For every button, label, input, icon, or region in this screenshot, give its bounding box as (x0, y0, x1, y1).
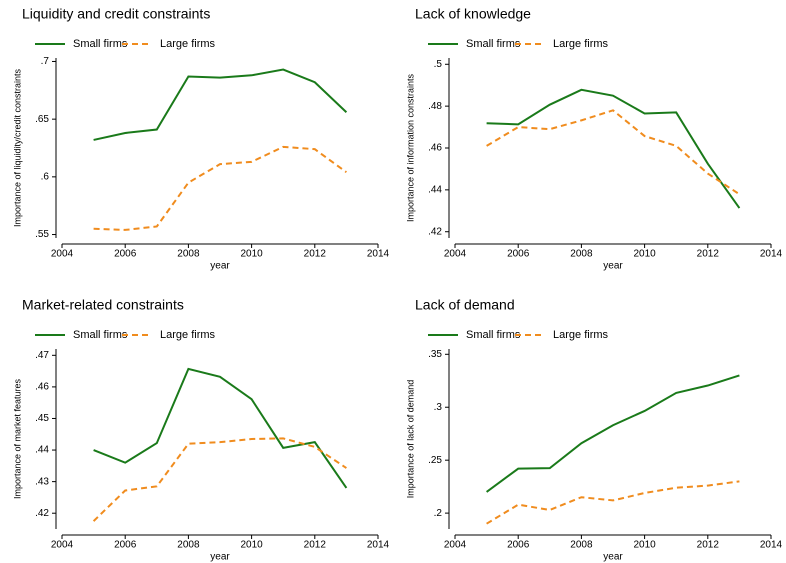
x-axis-label: year (210, 552, 230, 563)
legend-label: Small firms (73, 38, 128, 50)
y-tick-label: .2 (434, 508, 443, 519)
y-tick-label: .35 (428, 349, 442, 360)
y-axis-label: Importance of liquidity/credit constrain… (12, 68, 22, 227)
x-tick-label: 2008 (177, 540, 200, 551)
legend-label: Large firms (160, 329, 216, 341)
x-tick-label: 2012 (697, 540, 720, 551)
series-line (93, 367, 348, 489)
y-tick-label: .44 (35, 445, 49, 456)
series-line (92, 437, 347, 522)
y-axis-label: Importance of market features (12, 378, 22, 499)
y-tick-label: .46 (35, 382, 49, 393)
series-line (486, 109, 740, 196)
x-axis-label: year (210, 261, 230, 272)
y-tick-label: .65 (35, 114, 49, 125)
x-tick-label: 2006 (114, 540, 137, 551)
legend-label: Small firms (73, 329, 128, 341)
legend-label: Small firms (466, 38, 521, 50)
panel-title: Liquidity and credit constraints (22, 6, 210, 22)
y-tick-label: .7 (41, 56, 50, 67)
y-tick-label: .46 (428, 143, 442, 154)
x-tick-label: 2014 (760, 249, 783, 260)
legend-label: Small firms (466, 329, 521, 341)
legend-label: Large firms (553, 38, 609, 50)
x-tick-label: 2014 (760, 540, 783, 551)
series-line (486, 374, 740, 493)
x-tick-label: 2010 (633, 540, 656, 551)
x-tick-label: 2012 (304, 249, 327, 260)
panel-title: Lack of demand (415, 297, 515, 313)
x-tick-label: 2004 (51, 249, 74, 260)
y-tick-label: .5 (434, 59, 443, 70)
y-tick-label: .25 (428, 455, 442, 466)
x-tick-label: 2010 (240, 540, 263, 551)
y-axis-label: Importance of lack of demand (405, 380, 415, 499)
x-tick-label: 2012 (304, 540, 327, 551)
legend-label: Large firms (160, 38, 216, 50)
series-line (486, 480, 740, 525)
y-tick-label: .42 (35, 508, 49, 519)
y-tick-label: .6 (41, 171, 50, 182)
x-tick-label: 2004 (444, 540, 467, 551)
y-tick-label: .47 (35, 350, 49, 361)
x-tick-label: 2012 (697, 249, 720, 260)
x-tick-label: 2014 (367, 249, 390, 260)
y-tick-label: .45 (35, 413, 49, 424)
y-axis-label: Importance of information constraints (405, 73, 415, 222)
y-tick-label: .48 (428, 101, 442, 112)
x-tick-label: 2006 (507, 540, 530, 551)
x-axis-label: year (603, 552, 623, 563)
x-tick-label: 2006 (507, 249, 530, 260)
series-line (93, 145, 347, 231)
x-tick-label: 2010 (633, 249, 656, 260)
y-tick-label: .55 (35, 229, 49, 240)
x-tick-label: 2008 (570, 540, 593, 551)
x-tick-label: 2010 (240, 249, 263, 260)
y-tick-label: .44 (428, 185, 442, 196)
y-tick-label: .43 (35, 476, 49, 487)
x-tick-label: 2006 (114, 249, 137, 260)
panel-title: Lack of knowledge (415, 6, 531, 22)
y-tick-label: .42 (428, 226, 442, 237)
x-tick-label: 2014 (367, 540, 390, 551)
y-tick-label: .3 (434, 402, 443, 413)
x-tick-label: 2004 (51, 540, 74, 551)
x-tick-label: 2008 (570, 249, 593, 260)
series-line (93, 68, 348, 141)
x-tick-label: 2004 (444, 249, 467, 260)
x-axis-label: year (603, 261, 623, 272)
x-tick-label: 2008 (177, 249, 200, 260)
legend-label: Large firms (553, 329, 609, 341)
panel-title: Market-related constraints (22, 297, 184, 313)
series-line (486, 88, 741, 209)
